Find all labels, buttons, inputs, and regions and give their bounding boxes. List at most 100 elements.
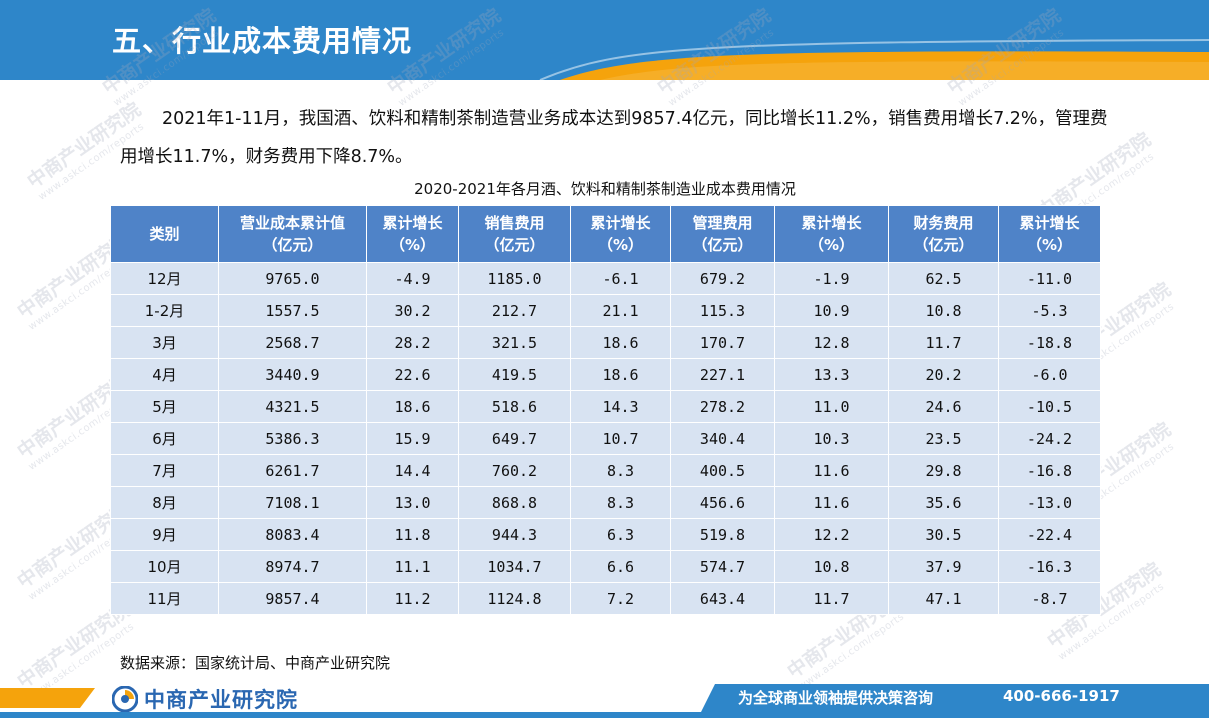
- column-header: 累计增长 （%）: [998, 205, 1101, 263]
- table-cell: 944.3: [458, 518, 571, 551]
- table-cell: 14.3: [570, 390, 671, 423]
- table-row: 12月 9765.0 -4.9 1185.0 -6.1 679.2 -1.9 62.5 -11.…: [110, 262, 1101, 295]
- table-row: 3月 2568.7 28.2 321.5 18.6 170.7 12.8 11.7 -18.8: [110, 326, 1101, 359]
- table-cell: -4.9: [366, 262, 459, 295]
- table-cell: 29.8: [888, 454, 999, 487]
- table-row: 8月 7108.1 13.0 868.8 8.3 456.6 11.6 35.6 -13.0: [110, 486, 1101, 519]
- table-cell: 37.9: [888, 550, 999, 583]
- table-cell: 11.7: [888, 326, 999, 359]
- table-row: 10月 8974.7 11.1 1034.7 6.6 574.7 10.8 37.9 -16.3: [110, 550, 1101, 583]
- table-header-row: 类别 营业成本累计值 （亿元） 累计增长 （%） 销售费用 （亿元） 累计增长 （%）管…: [110, 205, 1101, 263]
- page-title: 五、行业成本费用情况: [112, 24, 413, 58]
- row-label-cell: 3月: [110, 326, 219, 359]
- table-cell: 9765.0: [218, 262, 367, 295]
- table-cell: -11.0: [998, 262, 1101, 295]
- table-cell: 35.6: [888, 486, 999, 519]
- table-cell: 574.7: [670, 550, 775, 583]
- table-cell: 321.5: [458, 326, 571, 359]
- logo-text: 中商产业研究院: [144, 688, 298, 712]
- table-cell: 3440.9: [218, 358, 367, 391]
- table-cell: 18.6: [570, 326, 671, 359]
- header-banner: 五、行业成本费用情况: [0, 0, 1209, 80]
- row-label-cell: 8月: [110, 486, 219, 519]
- table-cell: -1.9: [774, 262, 889, 295]
- table-row: 7月 6261.7 14.4 760.2 8.3 400.5 11.6 29.8 -16.8: [110, 454, 1101, 487]
- table-cell: 6.3: [570, 518, 671, 551]
- table-cell: 30.2: [366, 294, 459, 327]
- table-cell: -5.3: [998, 294, 1101, 327]
- row-label-cell: 6月: [110, 422, 219, 455]
- table-row: 4月 3440.9 22.6 419.5 18.6 227.1 13.3 20.2 -6.0: [110, 358, 1101, 391]
- column-header: 管理费用 （亿元）: [670, 205, 775, 263]
- table-row: 1-2月 1557.5 30.2 212.7 21.1 115.3 10.9 10.8 -5.3: [110, 294, 1101, 327]
- column-header: 累计增长 （%）: [366, 205, 459, 263]
- table-cell: 170.7: [670, 326, 775, 359]
- table-cell: 12.2: [774, 518, 889, 551]
- table-cell: 5386.3: [218, 422, 367, 455]
- footer-shape: [0, 684, 1209, 718]
- table-row: 5月 4321.5 18.6 518.6 14.3 278.2 11.0 24.6 -10.5: [110, 390, 1101, 423]
- table-cell: 13.0: [366, 486, 459, 519]
- askci-logo-icon: [112, 686, 138, 712]
- footer-banner: [0, 678, 1209, 718]
- table-cell: 1185.0: [458, 262, 571, 295]
- table-cell: -22.4: [998, 518, 1101, 551]
- table-cell: 8.3: [570, 454, 671, 487]
- column-header: 累计增长 （%）: [570, 205, 671, 263]
- table-cell: 13.3: [774, 358, 889, 391]
- table-cell: -24.2: [998, 422, 1101, 455]
- table-cell: 115.3: [670, 294, 775, 327]
- table-cell: 456.6: [670, 486, 775, 519]
- table-cell: 419.5: [458, 358, 571, 391]
- table-cell: 23.5: [888, 422, 999, 455]
- table-cell: 2568.7: [218, 326, 367, 359]
- company-logo: 中商产业研究院: [112, 684, 298, 714]
- table-row: 11月 9857.4 11.2 1124.8 7.2 643.4 11.7 47.1 -8.7: [110, 582, 1101, 615]
- row-label-cell: 1-2月: [110, 294, 219, 327]
- cost-table: 类别 营业成本累计值 （亿元） 累计增长 （%） 销售费用 （亿元） 累计增长 （%）管…: [110, 205, 1101, 615]
- table-cell: 340.4: [670, 422, 775, 455]
- table-cell: 20.2: [888, 358, 999, 391]
- table-cell: -6.1: [570, 262, 671, 295]
- table-body: 12月 9765.0 -4.9 1185.0 -6.1 679.2 -1.9 62.5 -11.…: [110, 262, 1101, 615]
- table-cell: 10.8: [774, 550, 889, 583]
- table-cell: 6.6: [570, 550, 671, 583]
- table-cell: -13.0: [998, 486, 1101, 519]
- table-cell: 10.8: [888, 294, 999, 327]
- table-cell: 12.8: [774, 326, 889, 359]
- table-cell: 8.3: [570, 486, 671, 519]
- table-cell: 30.5: [888, 518, 999, 551]
- table-cell: 519.8: [670, 518, 775, 551]
- table-cell: 9857.4: [218, 582, 367, 615]
- row-label-cell: 10月: [110, 550, 219, 583]
- table-cell: 400.5: [670, 454, 775, 487]
- table-cell: -16.8: [998, 454, 1101, 487]
- row-label-cell: 5月: [110, 390, 219, 423]
- table-cell: 760.2: [458, 454, 571, 487]
- table-cell: 1557.5: [218, 294, 367, 327]
- table-cell: 21.1: [570, 294, 671, 327]
- table-cell: 212.7: [458, 294, 571, 327]
- table-cell: 643.4: [670, 582, 775, 615]
- table-cell: 1034.7: [458, 550, 571, 583]
- table-cell: 278.2: [670, 390, 775, 423]
- table-cell: 10.7: [570, 422, 671, 455]
- column-header: 累计增长 （%）: [774, 205, 889, 263]
- table-cell: 10.9: [774, 294, 889, 327]
- row-label-cell: 9月: [110, 518, 219, 551]
- row-label-cell: 7月: [110, 454, 219, 487]
- table-cell: 11.2: [366, 582, 459, 615]
- table-cell: 11.0: [774, 390, 889, 423]
- column-header: 营业成本累计值 （亿元）: [218, 205, 367, 263]
- table-cell: 11.6: [774, 486, 889, 519]
- table-cell: -18.8: [998, 326, 1101, 359]
- table-cell: 18.6: [366, 390, 459, 423]
- table-row: 6月 5386.3 15.9 649.7 10.7 340.4 10.3 23.5 -24.2: [110, 422, 1101, 455]
- table-title: 2020-2021年各月酒、饮料和精制茶制造业成本费用情况: [414, 180, 796, 198]
- table-cell: 4321.5: [218, 390, 367, 423]
- row-label-cell: 11月: [110, 582, 219, 615]
- table-cell: 868.8: [458, 486, 571, 519]
- table-cell: -16.3: [998, 550, 1101, 583]
- table-cell: 47.1: [888, 582, 999, 615]
- table-cell: 518.6: [458, 390, 571, 423]
